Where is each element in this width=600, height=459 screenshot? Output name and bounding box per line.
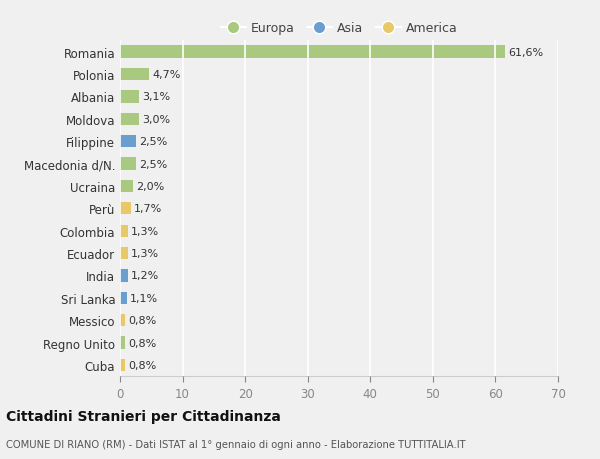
Bar [120,136,136,148]
Text: 0,8%: 0,8% [128,315,157,325]
Bar [120,91,139,103]
Text: 2,5%: 2,5% [139,159,167,169]
Text: COMUNE DI RIANO (RM) - Dati ISTAT al 1° gennaio di ogni anno - Elaborazione TUTT: COMUNE DI RIANO (RM) - Dati ISTAT al 1° … [6,440,466,449]
Text: 0,8%: 0,8% [128,360,157,370]
Bar [120,158,136,170]
Bar [120,46,505,59]
Bar [120,225,128,237]
Text: 0,8%: 0,8% [128,338,157,348]
Text: 1,2%: 1,2% [131,271,159,281]
Text: 2,0%: 2,0% [136,181,164,191]
Text: Cittadini Stranieri per Cittadinanza: Cittadini Stranieri per Cittadinanza [6,409,281,423]
Bar [120,247,128,260]
Bar [120,203,131,215]
Text: 3,0%: 3,0% [142,114,170,124]
Text: 1,1%: 1,1% [130,293,158,303]
Text: 3,1%: 3,1% [143,92,170,102]
Text: 1,7%: 1,7% [134,204,162,214]
Bar [120,113,139,126]
Text: 1,3%: 1,3% [131,248,160,258]
Bar [120,69,149,81]
Bar [120,292,127,304]
Bar [120,359,125,371]
Bar [120,314,125,327]
Bar [120,337,125,349]
Bar [120,270,128,282]
Text: 61,6%: 61,6% [509,47,544,57]
Text: 2,5%: 2,5% [139,137,167,147]
Bar [120,180,133,193]
Text: 1,3%: 1,3% [131,226,160,236]
Text: 4,7%: 4,7% [152,70,181,80]
Legend: Europa, Asia, America: Europa, Asia, America [215,17,463,40]
